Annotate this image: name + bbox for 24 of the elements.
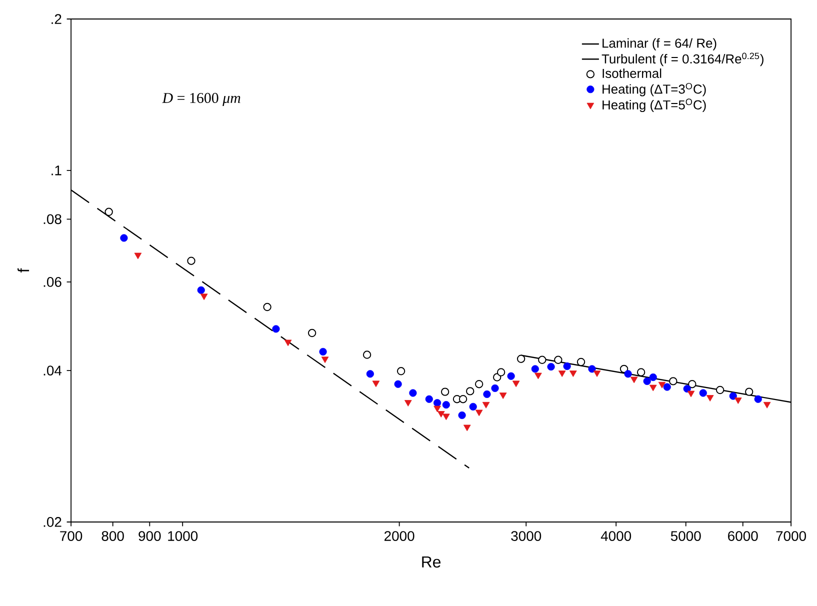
legend-label: Isothermal	[602, 68, 662, 78]
x-tick-label: 3000	[511, 531, 542, 541]
annotation: D = 1600 μm	[162, 92, 240, 106]
x-tick-label: 900	[138, 531, 161, 541]
x-tick-label: 1000	[168, 531, 198, 541]
y-tick-label: .04	[44, 366, 62, 376]
y-tick-label: .1	[52, 166, 62, 176]
y-tick-label: .02	[44, 517, 62, 527]
x-tick-label: 800	[102, 531, 124, 541]
y-axis-title: f	[18, 268, 30, 272]
x-tick-label: 6000	[728, 531, 758, 541]
y-tick-label: .08	[44, 214, 62, 224]
legend-label: Turbulent (f = 0.3164/Re$^{0.25}$)	[602, 52, 764, 66]
x-tick-label: 7000	[776, 531, 806, 541]
x-tick-label: 700	[60, 531, 82, 541]
legend-label: Heating (ΔT=5$^{O}$C)	[602, 98, 706, 112]
x-tick-label: 2000	[384, 531, 414, 541]
x-tick-label: 4000	[600, 531, 632, 541]
x-axis-title: Re	[422, 556, 441, 568]
y-tick-label: .06	[44, 277, 62, 287]
x-tick-label: 5000	[670, 531, 701, 541]
legend-label: Laminar (f = 64/ Re)	[602, 38, 716, 50]
legend-label: Heating (ΔT=3$^{O}$C)	[602, 82, 706, 96]
y-tick-label: .2	[52, 14, 62, 24]
